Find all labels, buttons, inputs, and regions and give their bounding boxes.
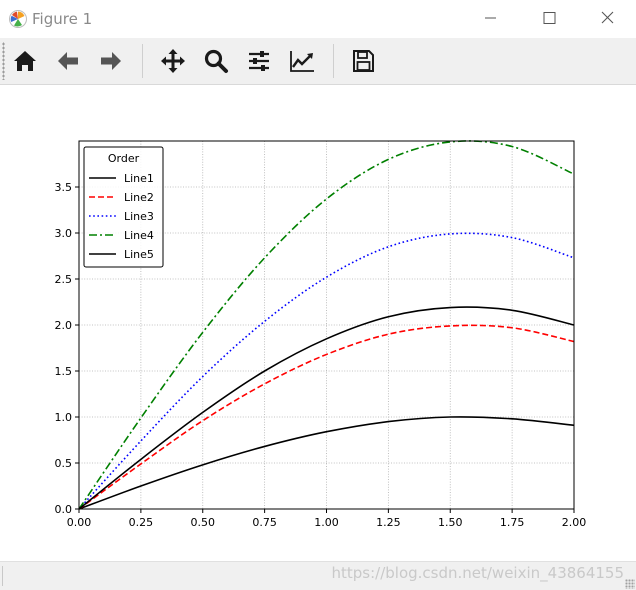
series-line-line5 bbox=[78, 306, 575, 510]
forward-button[interactable] bbox=[96, 46, 126, 76]
x-tick-label: 0.75 bbox=[252, 516, 277, 529]
series-line-line4 bbox=[78, 140, 575, 510]
back-arrow-icon bbox=[58, 52, 78, 70]
y-tick-label: 1.5 bbox=[55, 365, 73, 378]
save-button[interactable] bbox=[348, 46, 378, 76]
back-button[interactable] bbox=[53, 46, 83, 76]
minimize-button[interactable] bbox=[468, 0, 514, 36]
window-title: Figure 1 bbox=[32, 10, 93, 28]
legend-label-line3: Line3 bbox=[124, 210, 154, 223]
series-line-line2 bbox=[78, 324, 575, 510]
toolbar-separator bbox=[142, 44, 143, 78]
x-tick-label: 0.50 bbox=[191, 516, 216, 529]
toolbar-separator bbox=[333, 44, 334, 78]
watermark-text: https://blog.csdn.net/weixin_43864155 bbox=[331, 564, 624, 582]
window-titlebar: Figure 1 bbox=[0, 0, 636, 38]
close-icon bbox=[601, 11, 614, 24]
x-tick-label: 1.00 bbox=[314, 516, 339, 529]
legend-label-line5: Line5 bbox=[124, 248, 154, 261]
status-separator bbox=[2, 566, 3, 586]
pan-button[interactable] bbox=[158, 46, 188, 76]
x-tick-label: 0.00 bbox=[67, 516, 92, 529]
x-tick-label: 1.25 bbox=[376, 516, 401, 529]
y-tick-label: 2.0 bbox=[55, 319, 73, 332]
save-icon bbox=[353, 50, 374, 72]
zoom-magnifier-icon bbox=[204, 49, 228, 73]
status-bar: https://blog.csdn.net/weixin_43864155 bbox=[0, 561, 636, 590]
series-line-line3 bbox=[78, 232, 575, 510]
home-icon bbox=[14, 51, 36, 71]
maximize-icon bbox=[543, 12, 556, 24]
navigation-toolbar bbox=[0, 38, 636, 85]
close-button[interactable] bbox=[585, 0, 631, 36]
legend-label-line2: Line2 bbox=[124, 191, 154, 204]
y-tick-label: 3.0 bbox=[55, 227, 73, 240]
minimize-icon bbox=[485, 17, 496, 19]
toolbar-grip[interactable] bbox=[2, 42, 5, 80]
y-tick-label: 0.5 bbox=[55, 457, 73, 470]
y-tick-label: 0.0 bbox=[55, 503, 73, 516]
x-tick-label: 0.25 bbox=[129, 516, 154, 529]
series-line-line1 bbox=[78, 416, 575, 510]
configure-subplots-icon bbox=[249, 51, 269, 71]
y-tick-label: 3.5 bbox=[55, 181, 73, 194]
legend-box bbox=[83, 146, 164, 268]
x-tick-label: 1.50 bbox=[438, 516, 463, 529]
maximize-button[interactable] bbox=[526, 0, 572, 36]
legend-label-line1: Line1 bbox=[124, 172, 154, 185]
matplotlib-icon bbox=[8, 9, 28, 29]
configure-subplots-button[interactable] bbox=[244, 46, 274, 76]
home-button[interactable] bbox=[10, 46, 40, 76]
forward-arrow-icon bbox=[101, 52, 121, 70]
line-chart: 0.00 0.25 0.50 0.75 1.00 1.25 1.50 1.75 2.00 0.0 0… bbox=[55, 140, 587, 529]
y-tick-label: 2.5 bbox=[55, 273, 73, 286]
x-tick-label: 1.75 bbox=[500, 516, 525, 529]
edit-axis-icon bbox=[290, 51, 314, 72]
x-tick-label: 2.00 bbox=[562, 516, 587, 529]
resize-grip[interactable] bbox=[625, 579, 635, 589]
edit-axis-button[interactable] bbox=[287, 46, 317, 76]
y-tick-label: 1.0 bbox=[55, 411, 73, 424]
legend-title: Order bbox=[108, 152, 140, 165]
zoom-button[interactable] bbox=[201, 46, 231, 76]
figure-canvas[interactable]: 0.00 0.25 0.50 0.75 1.00 1.25 1.50 1.75 2.00 0.0 0… bbox=[0, 85, 636, 561]
pan-move-icon bbox=[161, 49, 185, 73]
legend-label-line4: Line4 bbox=[124, 229, 154, 242]
